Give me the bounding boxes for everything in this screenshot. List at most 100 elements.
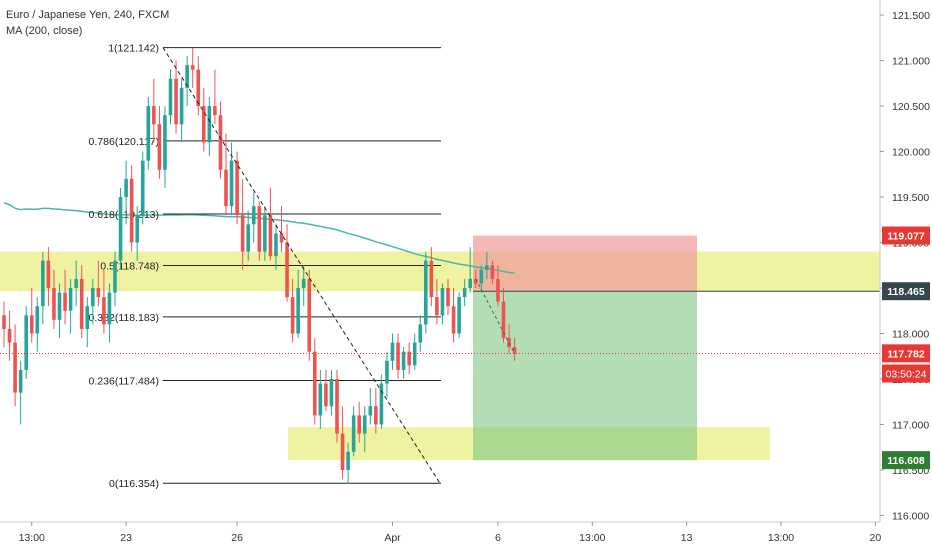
candle-body xyxy=(301,278,306,289)
candle-body xyxy=(190,65,195,70)
candle-body xyxy=(368,406,373,416)
candle-body xyxy=(251,206,256,225)
x-tick-label: 6 xyxy=(495,532,501,544)
candle-body xyxy=(63,292,67,311)
candle-body xyxy=(185,65,189,88)
overlay-layer xyxy=(0,47,880,484)
candle-body xyxy=(74,278,78,289)
candle-body xyxy=(179,87,184,125)
candle-body xyxy=(307,278,312,352)
candles-layer xyxy=(2,47,517,484)
candle-body xyxy=(229,160,234,207)
candle-body xyxy=(418,324,423,343)
candle-body xyxy=(2,315,6,329)
candle-body xyxy=(485,265,489,270)
candle-body xyxy=(507,338,511,348)
candle-body xyxy=(68,288,73,311)
candle-body xyxy=(107,292,112,325)
candle-body xyxy=(79,278,84,329)
candle-body xyxy=(202,106,206,143)
symbol-title[interactable]: Euro / Japanese Yen, 240, FXCM xyxy=(6,9,170,21)
candle-body xyxy=(318,383,323,416)
candle-body xyxy=(385,360,389,384)
candle-body xyxy=(91,288,95,307)
candle-body xyxy=(479,269,484,284)
candle-body xyxy=(263,215,267,252)
y-tick-label: 119.500 xyxy=(892,192,929,204)
candle-body xyxy=(407,351,411,366)
candle-body xyxy=(374,406,378,425)
candle-body xyxy=(424,260,428,325)
candle-body xyxy=(124,178,128,198)
zones-layer xyxy=(0,235,880,461)
candle-body xyxy=(462,288,467,298)
candle-body xyxy=(29,315,34,334)
candle-body xyxy=(512,347,517,354)
candle-body xyxy=(396,342,400,370)
candle-body xyxy=(296,288,300,334)
candle-body xyxy=(168,78,173,116)
candle-body xyxy=(57,292,62,320)
candle-body xyxy=(246,224,250,252)
fib-level-label: 1(121.142) xyxy=(108,43,159,55)
candle-body xyxy=(346,451,350,470)
y-tick-label: 121.000 xyxy=(892,56,930,68)
candle-body xyxy=(362,415,367,434)
candle-body xyxy=(451,306,456,334)
candle-body xyxy=(129,178,134,243)
candle-body xyxy=(113,260,117,293)
candle-body xyxy=(468,278,472,289)
candle-body xyxy=(18,369,23,393)
chart-legend: Euro / Japanese Yen, 240, FXCM MA (200, … xyxy=(6,7,169,39)
candle-body xyxy=(118,197,123,261)
candle-body xyxy=(240,215,245,252)
x-tick-label: 26 xyxy=(231,532,243,544)
y-tick-label: 116.000 xyxy=(892,510,929,522)
price-label: 118.465 xyxy=(887,286,925,298)
take-profit-zone xyxy=(473,291,697,461)
fib-level-label: 0.786(120.117) xyxy=(89,136,159,148)
candle-body xyxy=(7,328,12,343)
indicator-label[interactable]: MA (200, close) xyxy=(6,25,83,37)
candle-body xyxy=(268,215,273,257)
price-label: 116.608 xyxy=(887,455,925,467)
countdown-box xyxy=(882,364,930,383)
candle-body xyxy=(35,306,40,334)
candle-body xyxy=(324,383,328,407)
candle-body xyxy=(257,206,262,252)
fib-level-label: 0.382(118.183) xyxy=(89,312,159,324)
candle-body xyxy=(329,378,334,407)
price-label-box xyxy=(882,226,930,245)
fib-level-label: 0.5(118.748) xyxy=(100,260,159,272)
projection-line xyxy=(475,278,516,354)
y-tick-label: 121.500 xyxy=(892,10,930,22)
candle-body xyxy=(85,306,90,329)
x-tick-label: 13 xyxy=(681,532,693,544)
candle-body xyxy=(357,415,361,434)
candle-body xyxy=(41,260,45,307)
candle-body xyxy=(440,288,445,316)
candle-body xyxy=(401,351,406,370)
fibonacci-layer: 1(121.142) 0.786(120.117) 0.618(119.313) 0.… xyxy=(89,43,441,490)
price-label-box xyxy=(882,344,930,363)
y-tick-label: 120.500 xyxy=(892,101,930,113)
candle-body xyxy=(313,351,317,416)
candle-body xyxy=(213,106,217,116)
candle-body xyxy=(457,297,461,334)
candle-body xyxy=(340,433,345,470)
candle-body xyxy=(196,69,201,107)
y-tick-label: 120.000 xyxy=(892,147,930,159)
candle-body xyxy=(174,78,178,125)
stop-loss-zone xyxy=(473,235,697,292)
fib-level-label: 0.618(119.313) xyxy=(89,209,159,221)
candle-body xyxy=(285,242,289,298)
candle-body xyxy=(290,297,295,334)
price-label: 117.782 xyxy=(887,348,925,360)
candle-body xyxy=(335,378,339,434)
candle-body xyxy=(235,160,239,216)
candle-body xyxy=(52,288,56,320)
candle-body xyxy=(224,169,228,207)
candle-body xyxy=(446,288,450,307)
